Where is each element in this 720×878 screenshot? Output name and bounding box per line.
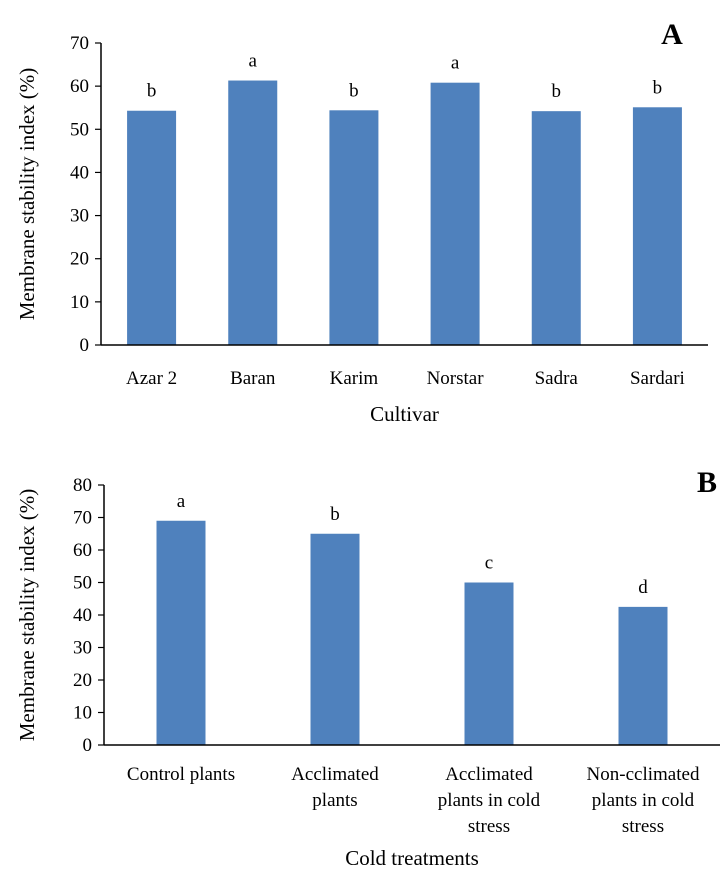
panel-a-bar: [228, 80, 278, 345]
panel-b-ytick-label: 50: [73, 573, 92, 594]
panel-b-category-label: Acclimated plants in cold stress: [438, 764, 541, 837]
panel-b-category-line: Non-cclimated: [587, 764, 700, 785]
panel-b-category-line: Acclimated: [291, 764, 379, 785]
panel-a-category-label: Baran: [230, 368, 276, 389]
panel-b-category-line: stress: [468, 816, 510, 837]
panel-a-bar: [632, 107, 682, 345]
panel-a-chart: 0 10 20 30 40 50 60 70 b Azar 2 a Baran b Karim a Norst…: [15, 18, 708, 426]
panel-a-y-axis-title: Membrane stability index (%): [15, 68, 39, 321]
panel-a-bar: [430, 82, 480, 345]
panel-a-category-line: Sardari: [630, 368, 685, 389]
panel-b-ytick-label: 10: [73, 703, 92, 724]
panel-b-category-line: stress: [622, 816, 664, 837]
panel-a-panel-letter: A: [661, 18, 683, 51]
panel-b-y-axis-title: Membrane stability index (%): [15, 489, 39, 742]
panel-b-ytick-label: 20: [73, 670, 92, 691]
panel-b-ytick-label: 70: [73, 508, 92, 529]
panel-a-significance-letter: a: [451, 53, 460, 74]
panel-b-category-line: Acclimated: [445, 764, 533, 785]
panel-b-category-label: Control plants: [127, 764, 235, 785]
panel-a-category-label: Sardari: [630, 368, 685, 389]
panel-a-ytick-label: 40: [70, 162, 89, 183]
panel-b-significance-letter: b: [330, 504, 340, 525]
panel-a-bar: [127, 110, 177, 345]
panel-a-bar: [329, 110, 379, 345]
panel-a-ytick-label: 30: [70, 206, 89, 227]
panel-a-category-line: Baran: [230, 368, 276, 389]
panel-b-bar: [310, 533, 360, 745]
panel-a-ytick-label: 10: [70, 292, 89, 313]
panel-a-significance-letter: b: [349, 80, 359, 101]
panel-b-bar: [464, 582, 514, 745]
panel-b-ytick-label: 40: [73, 605, 92, 626]
panel-b-category-label: Non-cclimated plants in cold stress: [587, 764, 700, 837]
panel-b-bar: [156, 520, 206, 745]
panel-a-ytick-label: 20: [70, 249, 89, 270]
panel-a-category-line: Karim: [330, 368, 379, 389]
panel-a-category-line: Azar 2: [126, 368, 177, 389]
panel-a-significance-letter: a: [249, 51, 258, 72]
panel-b-significance-letter: c: [485, 553, 493, 574]
panel-a-ytick-label: 60: [70, 76, 89, 97]
panel-b-chart: 0 10 20 30 40 50 60 70 80 a Control plants b Acclima…: [15, 466, 720, 870]
panel-a-ytick-label: 50: [70, 119, 89, 140]
panel-b-significance-letter: a: [177, 491, 186, 512]
panel-a-significance-letter: b: [552, 81, 562, 102]
panel-b-ytick-label: 60: [73, 540, 92, 561]
panel-b-significance-letter: d: [638, 577, 648, 598]
panel-a-category-line: Sadra: [535, 368, 579, 389]
panel-a-ytick-label: 0: [80, 335, 90, 356]
panel-a-x-axis-title: Cultivar: [370, 402, 439, 426]
panel-a-category-label: Azar 2: [126, 368, 177, 389]
panel-b-panel-letter: B: [697, 466, 717, 499]
panel-a-category-label: Karim: [330, 368, 379, 389]
panel-a-ytick-label: 70: [70, 33, 89, 54]
panel-a-significance-letter: b: [147, 81, 157, 102]
panel-b-category-line: plants in cold: [438, 790, 541, 811]
panel-a-category-label: Sadra: [535, 368, 579, 389]
panel-b-category-line: Control plants: [127, 764, 235, 785]
panel-b-bar: [618, 606, 668, 745]
panel-b-x-axis-title: Cold treatments: [345, 846, 479, 870]
panel-b-category-label: Acclimated plants: [291, 764, 379, 811]
panel-a-significance-letter: b: [653, 77, 663, 98]
panel-b-ytick-label: 0: [83, 735, 93, 756]
panel-b-category-line: plants: [312, 790, 357, 811]
panel-b-ytick-label: 30: [73, 638, 92, 659]
panel-a-bar: [531, 111, 581, 345]
panel-b-ytick-label: 80: [73, 475, 92, 496]
panel-a-category-line: Norstar: [427, 368, 485, 389]
panel-b-category-line: plants in cold: [592, 790, 695, 811]
panel-a-category-label: Norstar: [427, 368, 485, 389]
